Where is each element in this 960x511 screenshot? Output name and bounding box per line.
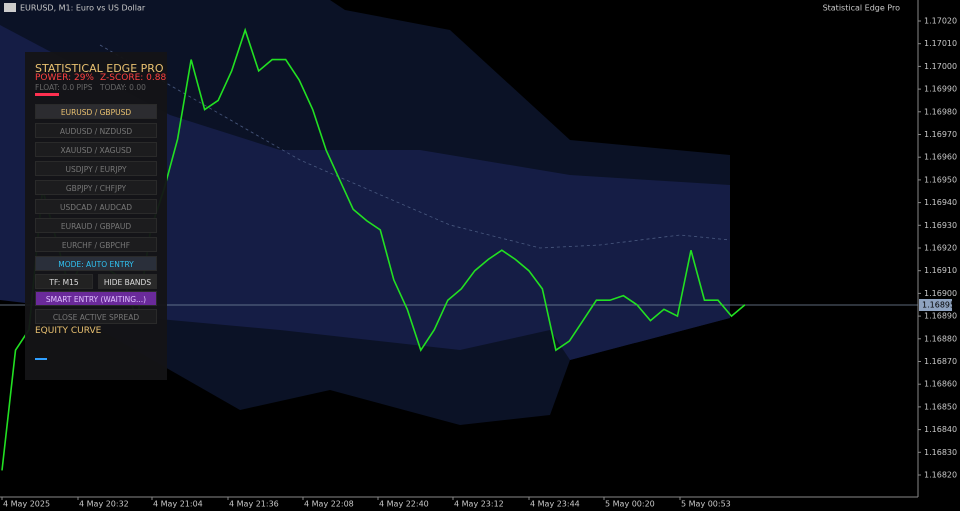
float: FLOAT: 0.0 PIPS xyxy=(35,83,93,92)
price-label: 1.16940 xyxy=(924,198,957,207)
pair-button[interactable]: USDJPY / EURJPY xyxy=(35,161,157,176)
price-label: 1.16880 xyxy=(924,334,957,343)
time-label: 4 May 21:04 xyxy=(153,500,203,509)
panel-title: STATISTICAL EDGE PRO xyxy=(35,62,164,75)
time-label: 4 May 20:32 xyxy=(79,500,129,509)
time-label: 5 May 00:53 xyxy=(681,500,731,509)
price-label: 1.16870 xyxy=(924,357,957,366)
inner-band xyxy=(0,25,730,360)
smart-entry-button[interactable]: SMART ENTRY (WAITING...) xyxy=(35,291,157,306)
zscore: Z-SCORE: 0.88 xyxy=(100,73,167,83)
price-label: 1.16840 xyxy=(924,425,957,434)
close-button[interactable]: CLOSE ACTIVE SPREAD xyxy=(35,309,157,324)
price-label: 1.16980 xyxy=(924,107,957,116)
equity-label: EQUITY CURVE xyxy=(35,326,102,336)
symbol-title: EURUSD, M1: Euro vs US Dollar xyxy=(20,4,146,13)
time-label: 4 May 23:12 xyxy=(454,500,504,509)
pair-button[interactable]: USDCAD / AUDCAD xyxy=(35,199,157,214)
power-bar xyxy=(35,93,59,96)
time-label: 4 May 22:40 xyxy=(379,500,429,509)
pair-button[interactable]: XAUUSD / XAGUSD xyxy=(35,142,157,157)
price-label: 1.16830 xyxy=(924,448,957,457)
control-panel: STATISTICAL EDGE PRO POWER: 29% Z-SCORE:… xyxy=(25,52,167,380)
power: POWER: 29% xyxy=(35,73,94,83)
pair-button[interactable]: GBPJPY / CHFJPY xyxy=(35,180,157,195)
time-label: 4 May 2025 xyxy=(3,500,50,509)
mode-button[interactable]: MODE: AUTO ENTRY xyxy=(35,256,157,271)
price-label: 1.16970 xyxy=(924,130,957,139)
pair-button[interactable]: AUDUSD / NZDUSD xyxy=(35,123,157,138)
tf-button[interactable]: TF: M15 xyxy=(35,274,93,289)
pair-button[interactable]: EURUSD / GBPUSD xyxy=(35,104,157,119)
price-label: 1.16910 xyxy=(924,266,957,275)
price-label: 1.17010 xyxy=(924,39,957,48)
price-label: 1.16900 xyxy=(924,289,957,298)
price-label: 1.16960 xyxy=(924,153,957,162)
price-label: 1.16930 xyxy=(924,221,957,230)
price-label: 1.16890 xyxy=(924,312,957,321)
current-price-box xyxy=(919,299,952,311)
today: TODAY: 0.00 xyxy=(100,83,146,92)
equity-curve xyxy=(35,358,47,361)
price-label: 1.16820 xyxy=(924,471,957,480)
current-price: 1.16895 xyxy=(922,301,955,310)
price-label: 1.16860 xyxy=(924,380,957,389)
time-label: 5 May 00:20 xyxy=(605,500,655,509)
time-label: 4 May 22:08 xyxy=(304,500,354,509)
pair-button[interactable]: EURAUD / GBPAUD xyxy=(35,218,157,233)
price-label: 1.16950 xyxy=(924,175,957,184)
price-label: 1.16920 xyxy=(924,244,957,253)
price-label: 1.17020 xyxy=(924,17,957,26)
price-label: 1.16850 xyxy=(924,402,957,411)
mid-line xyxy=(99,44,731,249)
price-label: 1.16990 xyxy=(924,85,957,94)
time-label: 4 May 23:44 xyxy=(530,500,580,509)
indicator-name: Statistical Edge Pro xyxy=(823,4,901,13)
hide-bands-button[interactable]: HIDE BANDS xyxy=(98,274,157,289)
menu-icon[interactable] xyxy=(4,3,16,12)
time-label: 4 May 21:36 xyxy=(229,500,279,509)
price-label: 1.17000 xyxy=(924,62,957,71)
pair-button[interactable]: EURCHF / GBPCHF xyxy=(35,237,157,252)
